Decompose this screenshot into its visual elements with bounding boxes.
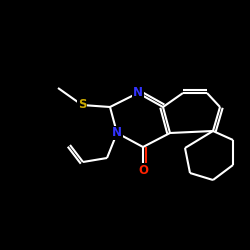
Text: S: S [78, 98, 86, 112]
Text: O: O [138, 164, 148, 176]
Text: N: N [133, 86, 143, 100]
Text: N: N [112, 126, 122, 140]
